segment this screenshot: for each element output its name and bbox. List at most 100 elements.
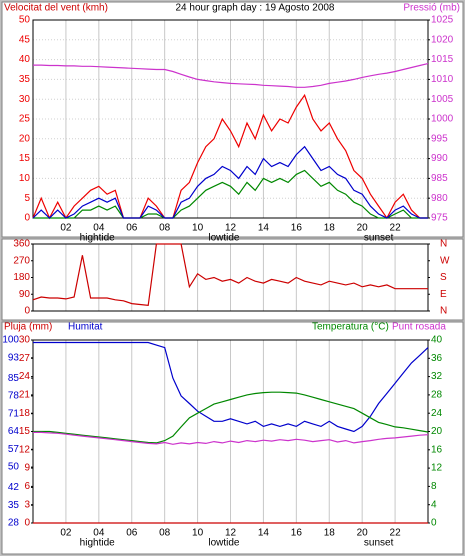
y-tick-label: 1005 — [431, 94, 454, 105]
x-tick-label: 06 — [126, 223, 138, 234]
tide-label: lowtide — [208, 538, 240, 549]
y-tick-label: 270 — [13, 255, 30, 266]
x-tick-label: 18 — [324, 528, 336, 539]
y-tick-label: 980 — [431, 193, 448, 204]
legend-item: Humitat — [68, 322, 103, 333]
y-tick-label: 360 — [13, 239, 30, 250]
series-line — [33, 341, 429, 433]
x-tick-label: 16 — [291, 223, 303, 234]
series-line — [33, 63, 429, 88]
x-tick-label: 06 — [126, 528, 138, 539]
tide-label: sunset — [364, 233, 394, 244]
y-tick-label: 32 — [431, 371, 443, 382]
y-tick-label: 6 — [24, 481, 30, 492]
x-tick-label: 10 — [192, 223, 204, 234]
y-tick-label: 1015 — [431, 54, 454, 65]
y-tick-label: 21 — [19, 390, 31, 401]
pressure-label: Pressió (mb) — [403, 3, 460, 14]
x-tick-label: 08 — [159, 528, 171, 539]
y-tick-label: 9 — [24, 463, 30, 474]
y-tick-label: 36 — [431, 353, 443, 364]
y-tick-label: 1025 — [431, 15, 454, 26]
y-tick-label: 90 — [19, 289, 31, 300]
y-tick-label: W — [440, 255, 450, 266]
x-tick-label: 04 — [93, 528, 105, 539]
y-tick-label: 990 — [431, 153, 448, 164]
wind-label: Velocitat del vent (kmh) — [4, 3, 108, 14]
y-tick-label: 1020 — [431, 34, 454, 45]
x-tick-label: 14 — [258, 223, 270, 234]
x-tick-label: 20 — [357, 223, 369, 234]
y-tick-label: 4 — [431, 499, 437, 510]
y-tick-label: 85 — [8, 373, 20, 384]
legend-item: Punt rosada — [392, 322, 446, 333]
y-tick-label: 0 — [24, 518, 30, 529]
y-tick-label: 24 — [19, 371, 31, 382]
y-tick-label: 0 — [431, 518, 437, 529]
plot-area — [32, 19, 429, 219]
x-tick-label: 20 — [357, 528, 369, 539]
y-tick-label: 20 — [19, 133, 31, 144]
x-tick-label: 22 — [390, 528, 402, 539]
y-tick-label: 27 — [19, 353, 31, 364]
x-tick-label: 10 — [192, 528, 204, 539]
x-tick-label: 16 — [291, 528, 303, 539]
x-tick-label: 14 — [258, 528, 270, 539]
y-tick-label: 30 — [19, 94, 31, 105]
y-tick-label: 18 — [19, 408, 31, 419]
y-tick-label: 15 — [19, 153, 31, 164]
tide-label: lowtide — [208, 233, 240, 244]
tide-label: sunset — [364, 538, 394, 549]
series-line — [32, 145, 428, 219]
y-tick-label: 24 — [431, 408, 443, 419]
y-tick-label: 35 — [8, 500, 20, 511]
x-tick-label: 22 — [390, 223, 402, 234]
x-tick-label: 12 — [225, 223, 237, 234]
y-tick-label: N — [440, 306, 447, 317]
legend-item: Pluja (mm) — [4, 322, 52, 333]
y-tick-label: 16 — [431, 444, 443, 455]
y-tick-label: 42 — [8, 482, 20, 493]
y-tick-label: 20 — [431, 426, 443, 437]
y-tick-label: 71 — [8, 408, 20, 419]
plot-area — [32, 243, 429, 312]
y-tick-label: 8 — [431, 481, 437, 492]
x-tick-label: 04 — [93, 223, 105, 234]
series-line — [32, 93, 428, 220]
y-tick-label: N — [440, 239, 447, 250]
y-tick-label: 1000 — [431, 114, 454, 125]
x-tick-label: 02 — [60, 528, 72, 539]
tide-label: hightide — [80, 538, 115, 549]
y-tick-label: 78 — [8, 391, 20, 402]
y-tick-label: E — [440, 289, 447, 300]
y-tick-label: 35 — [19, 74, 31, 85]
series-line — [33, 169, 428, 219]
y-tick-label: 28 — [431, 390, 443, 401]
y-tick-label: 50 — [8, 462, 20, 473]
y-tick-label: 12 — [431, 463, 443, 474]
y-tick-label: 12 — [19, 444, 31, 455]
y-tick-label: 1010 — [431, 74, 454, 85]
series-line — [33, 391, 429, 444]
y-tick-label: 28 — [8, 518, 20, 529]
y-tick-label: 50 — [19, 15, 31, 26]
tide-label: hightide — [80, 233, 115, 244]
y-tick-label: 3 — [24, 499, 30, 510]
y-tick-label: 25 — [19, 114, 31, 125]
y-tick-label: 40 — [431, 335, 443, 346]
x-tick-label: 18 — [324, 223, 336, 234]
x-tick-label: 02 — [60, 223, 72, 234]
legend-item: Temperatura (°C) — [312, 322, 389, 333]
y-tick-label: 64 — [8, 426, 20, 437]
direction-panel — [1, 238, 464, 321]
y-tick-label: 985 — [431, 173, 448, 184]
y-tick-label: 5 — [24, 193, 30, 204]
y-tick-label: 0 — [24, 306, 30, 317]
y-tick-label: 995 — [431, 133, 448, 144]
series-line — [33, 431, 429, 445]
y-tick-label: S — [440, 272, 447, 283]
y-tick-label: 93 — [8, 352, 20, 363]
y-tick-label: 57 — [8, 444, 20, 455]
y-tick-label: 0 — [24, 213, 30, 224]
y-tick-label: 975 — [431, 213, 448, 224]
